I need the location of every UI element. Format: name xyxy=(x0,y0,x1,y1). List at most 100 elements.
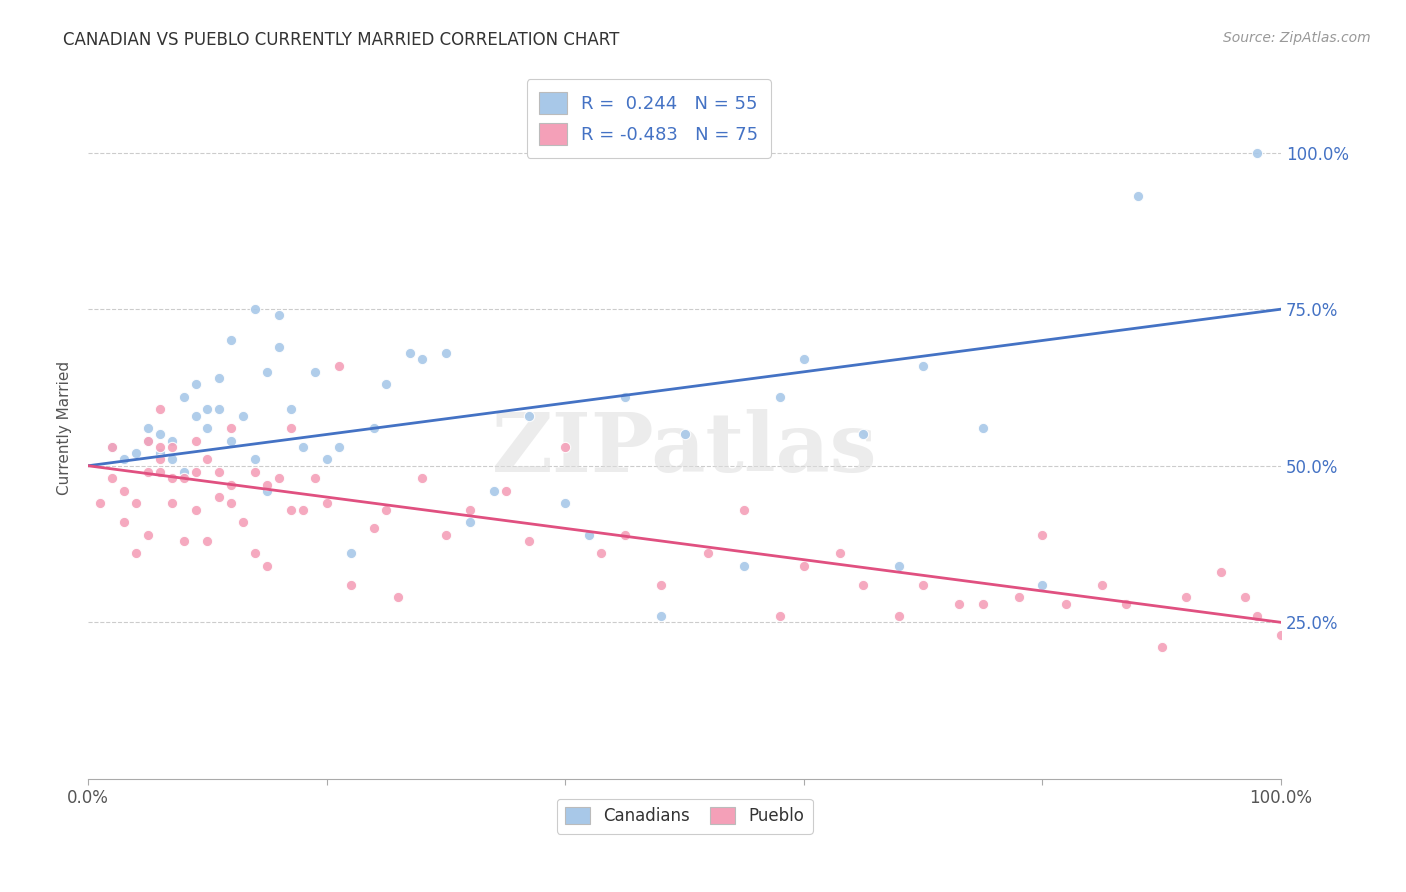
Point xyxy=(793,558,815,573)
Point xyxy=(112,515,135,529)
Point xyxy=(136,421,159,435)
Point xyxy=(613,527,636,541)
Point xyxy=(1211,566,1233,580)
Point xyxy=(1174,591,1197,605)
Point xyxy=(1126,189,1149,203)
Point xyxy=(972,597,994,611)
Point xyxy=(184,409,207,423)
Point xyxy=(578,527,600,541)
Point xyxy=(589,546,612,560)
Point xyxy=(852,578,875,592)
Point xyxy=(160,471,183,485)
Point xyxy=(399,346,422,360)
Point xyxy=(136,434,159,448)
Point xyxy=(256,558,278,573)
Point xyxy=(173,471,195,485)
Point xyxy=(256,477,278,491)
Point xyxy=(232,515,254,529)
Point xyxy=(972,421,994,435)
Point xyxy=(1246,609,1268,624)
Point xyxy=(363,421,385,435)
Point xyxy=(256,365,278,379)
Point xyxy=(243,465,266,479)
Point xyxy=(280,421,302,435)
Point xyxy=(328,440,350,454)
Point xyxy=(173,390,195,404)
Point xyxy=(554,440,576,454)
Point xyxy=(184,434,207,448)
Point xyxy=(673,427,696,442)
Point xyxy=(1091,578,1114,592)
Point xyxy=(434,527,457,541)
Point xyxy=(149,440,172,454)
Point xyxy=(1031,527,1053,541)
Point xyxy=(519,533,541,548)
Point xyxy=(160,452,183,467)
Point xyxy=(89,496,111,510)
Point xyxy=(1031,578,1053,592)
Point xyxy=(458,515,481,529)
Point xyxy=(267,340,290,354)
Point xyxy=(208,371,231,385)
Point xyxy=(304,365,326,379)
Point xyxy=(315,496,337,510)
Point xyxy=(828,546,851,560)
Point xyxy=(280,502,302,516)
Point xyxy=(136,527,159,541)
Point xyxy=(769,609,792,624)
Point xyxy=(112,452,135,467)
Point xyxy=(363,521,385,535)
Point xyxy=(1270,628,1292,642)
Point xyxy=(160,434,183,448)
Point xyxy=(769,390,792,404)
Point xyxy=(184,502,207,516)
Point xyxy=(221,334,243,348)
Point xyxy=(160,496,183,510)
Point xyxy=(160,440,183,454)
Point xyxy=(613,390,636,404)
Point xyxy=(149,452,172,467)
Point xyxy=(267,471,290,485)
Point xyxy=(411,471,433,485)
Point xyxy=(101,471,124,485)
Point xyxy=(149,427,172,442)
Point xyxy=(495,483,517,498)
Point xyxy=(101,440,124,454)
Point xyxy=(173,465,195,479)
Point xyxy=(650,578,672,592)
Point xyxy=(184,377,207,392)
Point xyxy=(793,352,815,367)
Point xyxy=(267,309,290,323)
Point xyxy=(208,465,231,479)
Point xyxy=(1115,597,1137,611)
Point xyxy=(184,465,207,479)
Point xyxy=(650,609,672,624)
Text: ZIPatlas: ZIPatlas xyxy=(492,409,877,489)
Point xyxy=(328,359,350,373)
Point xyxy=(912,578,935,592)
Point xyxy=(112,483,135,498)
Point xyxy=(411,352,433,367)
Point xyxy=(101,440,124,454)
Point xyxy=(482,483,505,498)
Legend: Canadians, Pueblo: Canadians, Pueblo xyxy=(557,799,813,834)
Point xyxy=(149,402,172,417)
Point xyxy=(197,421,219,435)
Point xyxy=(221,421,243,435)
Point xyxy=(125,496,148,510)
Point xyxy=(221,434,243,448)
Point xyxy=(243,546,266,560)
Point xyxy=(136,465,159,479)
Point xyxy=(291,502,314,516)
Point xyxy=(243,452,266,467)
Point xyxy=(1150,640,1173,655)
Point xyxy=(221,477,243,491)
Point xyxy=(912,359,935,373)
Point xyxy=(243,302,266,317)
Point xyxy=(221,496,243,510)
Point xyxy=(173,533,195,548)
Point xyxy=(304,471,326,485)
Y-axis label: Currently Married: Currently Married xyxy=(58,361,72,495)
Point xyxy=(519,409,541,423)
Point xyxy=(280,402,302,417)
